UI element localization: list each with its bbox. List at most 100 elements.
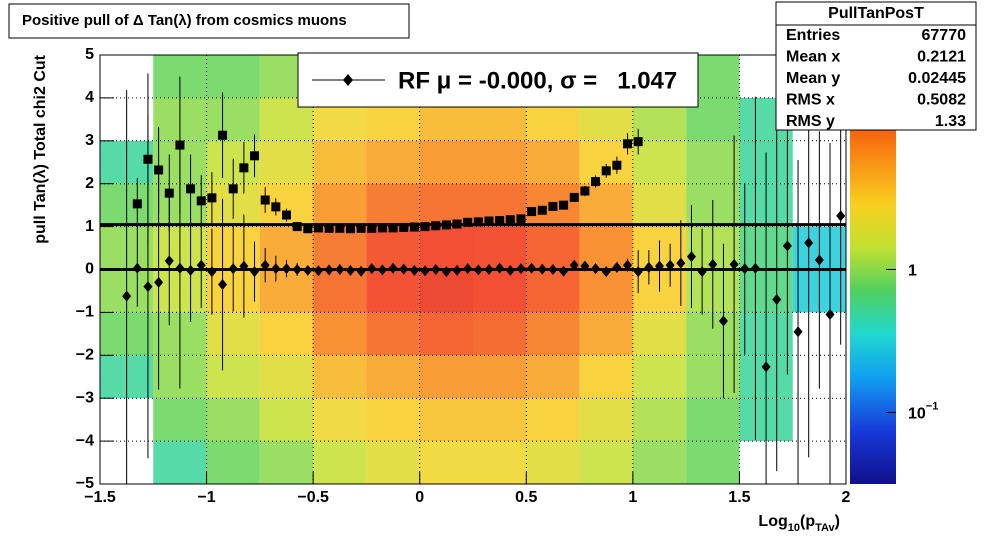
heatmap-cell [419, 140, 473, 184]
diamond-marker [420, 265, 430, 277]
heatmap-cell [313, 355, 367, 399]
diamond-marker [271, 263, 281, 275]
diamond-marker [388, 262, 398, 274]
chart-title: Positive pull of Δ Tan(λ) from cosmics m… [22, 12, 347, 29]
diamond-marker [409, 264, 419, 276]
square-marker [623, 139, 633, 149]
z-tick-label: 1 [908, 263, 917, 280]
heatmap-cell [206, 55, 260, 98]
square-marker [250, 151, 260, 161]
square-marker [175, 140, 185, 150]
square-marker [356, 223, 366, 233]
square-marker [569, 192, 579, 202]
heatmap-cell [526, 398, 580, 442]
x-label-part: (p [800, 513, 815, 530]
heatmap-cell [526, 226, 580, 270]
heatmap-cell [686, 441, 740, 484]
square-marker [420, 222, 430, 232]
square-marker [282, 210, 291, 220]
diamond-marker [132, 262, 142, 274]
square-marker [132, 199, 142, 209]
heatmap-cell [686, 355, 740, 399]
diamond-marker [175, 262, 185, 274]
square-marker [292, 222, 302, 232]
diamond-marker [729, 258, 739, 270]
square-marker [431, 221, 441, 231]
heatmap-cell [313, 441, 367, 484]
x-label-part: TAv [815, 522, 835, 534]
x-label-part: Log [758, 513, 787, 530]
diamond-marker [644, 261, 654, 273]
stats-name: Mean x [786, 49, 840, 66]
diamond-marker [633, 266, 643, 278]
x-tick-label: 0 [415, 489, 424, 506]
square-marker [271, 202, 281, 212]
square-marker [601, 166, 611, 176]
heatmap-cell [526, 441, 580, 484]
diamond-marker [708, 258, 718, 270]
heatmap-cell [473, 441, 527, 484]
diamond-marker [441, 266, 451, 278]
diamond-marker [665, 259, 675, 271]
diamond-marker [122, 290, 132, 302]
square-marker [303, 224, 313, 234]
heatmap-cell [579, 312, 633, 356]
diamond-marker [367, 263, 377, 275]
diamond-marker [814, 254, 824, 266]
y-axis-label: pull Tan(λ) Total chi2 Cut [32, 54, 49, 243]
square-marker [207, 193, 217, 203]
square-marker [484, 216, 494, 226]
heatmap-cell [206, 312, 260, 356]
heatmap-cell [259, 398, 314, 442]
heatmap-cell [259, 312, 314, 356]
square-marker [228, 184, 238, 194]
heatmap-cell [153, 441, 207, 484]
diamond-marker [292, 264, 302, 275]
heatmap-cell [686, 398, 740, 442]
heatmap-cell [473, 269, 527, 313]
diamond-marker [399, 263, 409, 275]
heatmap-cell [206, 398, 260, 442]
diamond-marker [623, 259, 633, 271]
heatmap-cell [526, 312, 580, 356]
legend-text: RF μ = -0.000, σ = 1.047 [398, 67, 677, 94]
diamond-marker [697, 266, 707, 278]
diamond-marker [772, 294, 782, 306]
diamond-marker [793, 326, 803, 338]
x-tick-label: −1.5 [84, 489, 116, 506]
square-marker [559, 200, 569, 210]
square-marker [154, 165, 164, 175]
x-tick-label: −1 [197, 489, 215, 506]
heatmap-cell [632, 312, 687, 356]
diamond-marker [452, 264, 462, 276]
square-marker [473, 217, 483, 227]
diamond-marker [591, 263, 601, 275]
y-tick-label: −3 [76, 389, 94, 406]
x-tick-label: 1 [628, 489, 637, 506]
diamond-marker [782, 240, 792, 252]
diamond-marker [473, 264, 483, 276]
heatmap-cell [419, 312, 473, 356]
diamond-marker [218, 279, 228, 291]
square-marker [537, 205, 547, 215]
stats-name: Entries [786, 27, 840, 44]
heatmap-cell [366, 441, 420, 484]
stats-name: Mean y [786, 70, 840, 87]
stats-value: 0.02445 [908, 70, 966, 87]
diamond-marker [356, 265, 366, 277]
diamond-marker [601, 266, 611, 278]
diamond-marker [207, 266, 217, 278]
z-tick-exponent: −1 [926, 400, 939, 412]
stats-title: PullTanPosT [828, 5, 924, 22]
diamond-marker [484, 264, 494, 275]
diamond-marker [612, 261, 622, 273]
diamond-marker [164, 255, 174, 267]
diamond-marker [559, 265, 569, 277]
y-tick-label: 2 [85, 175, 94, 192]
square-marker [463, 217, 473, 227]
diamond-marker [377, 264, 387, 276]
diamond-marker [324, 264, 334, 276]
diamond-marker [228, 263, 238, 275]
heatmap-cell [313, 312, 367, 356]
stats-name: RMS y [786, 113, 835, 130]
